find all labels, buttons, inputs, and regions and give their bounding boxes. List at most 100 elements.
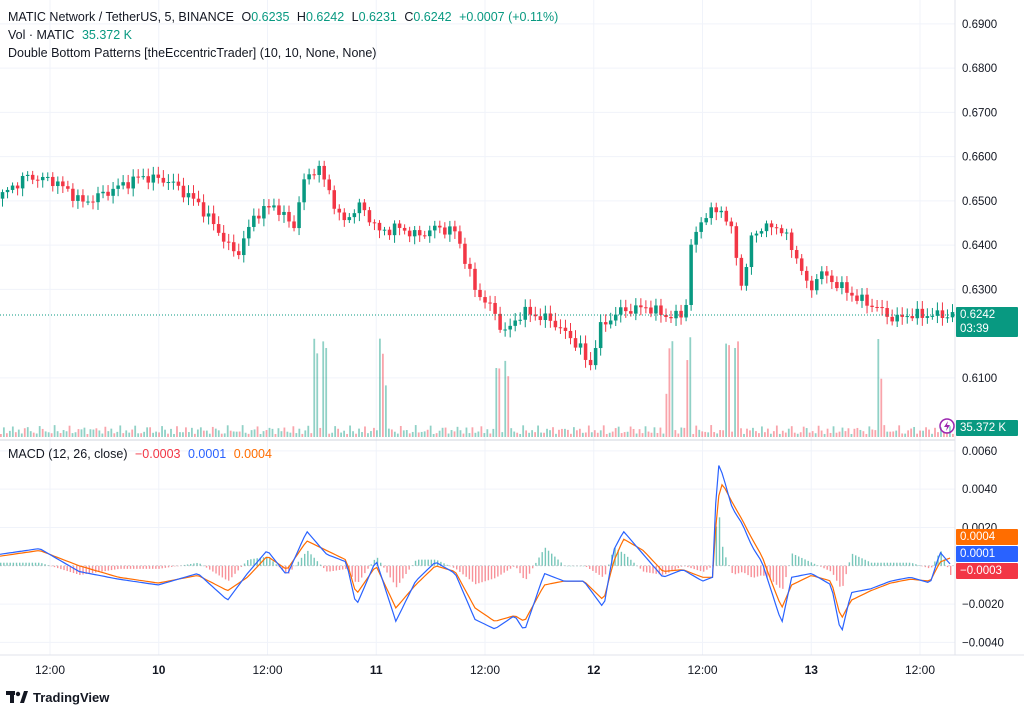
macd-label[interactable]: MACD (12, 26, close) [8, 447, 128, 461]
macd-histogram-bar [199, 563, 201, 566]
candle-body [608, 320, 613, 325]
macd-histogram-bar [503, 565, 505, 573]
volume-bar [250, 430, 253, 437]
volume-bar [853, 428, 856, 437]
volume-bar [283, 427, 286, 437]
macd-histogram-bar [465, 565, 467, 577]
macd-histogram-bar [259, 557, 262, 566]
volume-bar [507, 376, 510, 437]
candle-body [905, 316, 910, 318]
volume-bar [414, 425, 417, 437]
volume-bar [725, 343, 727, 437]
volume-bar [456, 426, 459, 437]
indicator-label[interactable]: Double Bottom Patterns [theEccentricTrad… [8, 46, 377, 60]
macd-histogram-bar [443, 563, 445, 566]
volume-bar [498, 368, 501, 437]
candle-body [654, 305, 658, 314]
volume-bar [483, 433, 486, 437]
macd-histogram-bar [519, 565, 521, 574]
volume-bar [928, 429, 930, 437]
macd-histogram-bar [516, 565, 518, 569]
macd-histogram-bar [297, 561, 300, 566]
time-axis-tick: 12:00 [469, 663, 501, 677]
macd-histogram-bar [918, 565, 920, 566]
macd-histogram-bar [395, 565, 398, 588]
candle-body [453, 226, 457, 232]
symbol-title[interactable]: MATIC Network / TetherUS, 5, BINANCE [8, 10, 234, 24]
candle-body [211, 213, 216, 225]
volume-bar [101, 433, 104, 437]
volume-bar [641, 433, 644, 437]
macd-histogram-bar [53, 565, 56, 568]
volume-bar [677, 433, 680, 437]
candle-body [508, 325, 512, 330]
macd-histogram-bar [468, 565, 471, 580]
macd-histogram-bar [101, 565, 103, 572]
volume-bar [707, 432, 710, 437]
candle-body [694, 231, 698, 245]
volume-bar [59, 433, 62, 437]
volume-bar [823, 433, 826, 437]
volume-bar [793, 432, 796, 437]
candle-body [820, 271, 824, 280]
macd-histogram-bar [842, 565, 844, 586]
volume-bar [701, 431, 704, 437]
macd-signal-tag: 0.0004 [956, 529, 1018, 545]
volume-bar [193, 433, 196, 437]
candle-body [146, 176, 151, 183]
volume-bar [477, 431, 480, 437]
macd-histogram-bar [196, 562, 198, 566]
price-axis-tick: 0.6700 [962, 107, 997, 119]
candle-body [583, 343, 588, 360]
macd-histogram-bar [845, 565, 847, 575]
volume-bar [811, 431, 814, 437]
macd-histogram-bar [554, 556, 556, 566]
macd-histogram-bar [927, 565, 930, 569]
volume-bar [805, 428, 808, 437]
macd-histogram-bar [446, 564, 448, 566]
volume-bar [405, 430, 408, 437]
volume-bar [746, 428, 748, 437]
volume-bar [53, 425, 56, 437]
volume-bar [191, 427, 193, 437]
macd-histogram-bar [883, 562, 885, 566]
macd-histogram-bar [687, 565, 689, 568]
volume-bar [62, 430, 65, 437]
macd-histogram-bar [262, 557, 265, 566]
time-axis-tick: 13 [804, 663, 818, 677]
volume-bar [686, 360, 689, 437]
candle-body [126, 182, 130, 189]
candle-body [412, 230, 417, 237]
volume-bar [838, 431, 841, 437]
volume-bar [205, 430, 208, 437]
volume-bar [620, 433, 623, 437]
macd-histogram-bar [288, 565, 290, 574]
volume-bar [35, 433, 38, 437]
macd-histogram-bar [807, 560, 809, 566]
macd-histogram-bar [560, 562, 562, 566]
macd-histogram-bar [950, 565, 952, 575]
macd-histogram-bar [177, 565, 179, 567]
lightning-alert-icon[interactable] [939, 418, 955, 434]
tradingview-branding[interactable]: TradingView [6, 690, 109, 705]
volume-bar [749, 430, 751, 437]
macd-histogram-bar [142, 565, 144, 569]
candle-body [935, 310, 940, 316]
volume-bar [373, 427, 375, 437]
macd-histogram-bar [899, 562, 901, 566]
volume-bar [581, 432, 584, 437]
volume-label[interactable]: Vol · MATIC [8, 28, 75, 42]
macd-hist-tag: −0.0003 [956, 563, 1018, 579]
macd-histogram-bar [630, 559, 632, 566]
volume-bar [364, 426, 366, 437]
candle-body [634, 305, 638, 314]
volume-bar [719, 430, 722, 437]
volume-bar [913, 426, 916, 437]
macd-histogram-bar [826, 565, 828, 570]
macd-histogram-bar [722, 546, 724, 566]
volume-bar [904, 433, 907, 437]
candle-body [116, 185, 120, 189]
price-axis-tick: 0.6900 [962, 19, 997, 31]
volume-bar [50, 433, 53, 437]
